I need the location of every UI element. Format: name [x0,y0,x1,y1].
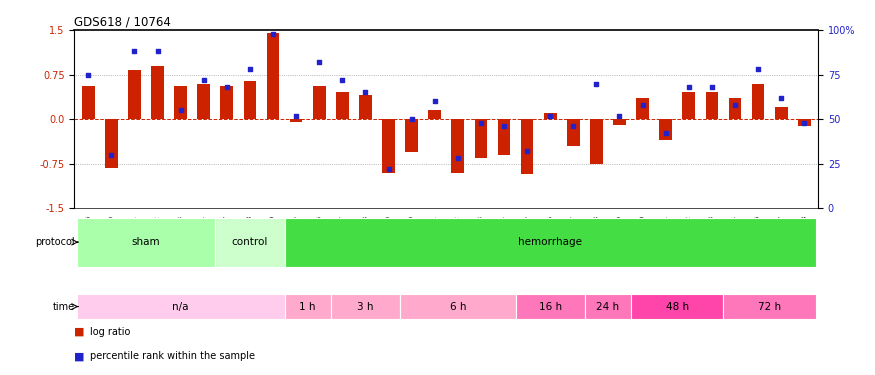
Point [382,166,396,172]
Bar [429,110,441,119]
Point [474,120,488,126]
Bar [682,93,695,119]
Point [497,123,511,129]
Point [104,152,118,158]
Point [266,31,280,37]
Bar [515,294,584,319]
Bar [359,95,372,119]
Point [428,98,442,104]
Text: 16 h: 16 h [539,302,562,312]
Text: n/a: n/a [172,302,189,312]
Bar [77,217,215,267]
Text: hemorrhage: hemorrhage [518,237,582,247]
Bar [474,119,487,158]
Point [797,120,811,126]
Bar [752,84,765,119]
Bar [521,119,534,174]
Bar [77,294,284,319]
Bar [775,107,788,119]
Bar [336,93,348,119]
Point [197,77,211,83]
Text: GDS618 / 10764: GDS618 / 10764 [74,16,172,29]
Bar [724,294,816,319]
Bar [729,98,741,119]
Text: control: control [232,237,268,247]
Bar [243,81,256,119]
Point [359,90,373,96]
Point [289,112,303,118]
Bar [290,119,303,122]
Bar [313,87,326,119]
Bar [636,98,649,119]
Bar [405,119,418,152]
Point [404,116,418,122]
Bar [105,119,117,168]
Bar [613,119,626,125]
Text: sham: sham [131,237,160,247]
Text: 72 h: 72 h [758,302,781,312]
Point [543,112,557,118]
Point [451,156,465,162]
Point [566,123,580,129]
Bar [198,84,210,119]
Bar [498,119,510,155]
Text: 24 h: 24 h [597,302,619,312]
Bar [284,294,331,319]
Bar [382,119,395,173]
Text: log ratio: log ratio [90,327,130,337]
Bar [584,294,631,319]
Text: 6 h: 6 h [450,302,466,312]
Bar [174,87,187,119]
Point [705,84,719,90]
Point [220,84,234,90]
Text: percentile rank within the sample: percentile rank within the sample [90,351,256,361]
Point [751,66,765,72]
Point [335,77,349,83]
Bar [331,294,400,319]
Bar [544,113,556,119]
Bar [590,119,603,164]
Point [150,48,164,54]
Bar [567,119,579,146]
Bar [151,66,164,119]
Text: 48 h: 48 h [666,302,689,312]
Point [774,95,788,101]
Bar [705,93,718,119]
Text: 3 h: 3 h [357,302,374,312]
Bar [128,70,141,119]
Point [682,84,696,90]
Text: 1 h: 1 h [299,302,316,312]
Bar [82,87,94,119]
Bar [660,119,672,140]
Point [728,102,742,108]
Point [243,66,257,72]
Bar [631,294,724,319]
Text: ■: ■ [74,327,85,337]
Point [520,148,534,154]
Text: time: time [52,302,75,312]
Point [612,112,626,118]
Bar [267,33,279,119]
Point [128,48,142,54]
Bar [220,87,233,119]
Bar [452,119,464,173]
Bar [284,217,816,267]
Point [173,107,187,113]
Point [659,130,673,136]
Text: ■: ■ [74,351,85,361]
Bar [400,294,515,319]
Text: protocol: protocol [35,237,75,247]
Point [312,59,326,65]
Point [635,102,649,108]
Point [590,81,604,87]
Bar [215,217,284,267]
Bar [798,119,810,126]
Point [81,72,95,78]
